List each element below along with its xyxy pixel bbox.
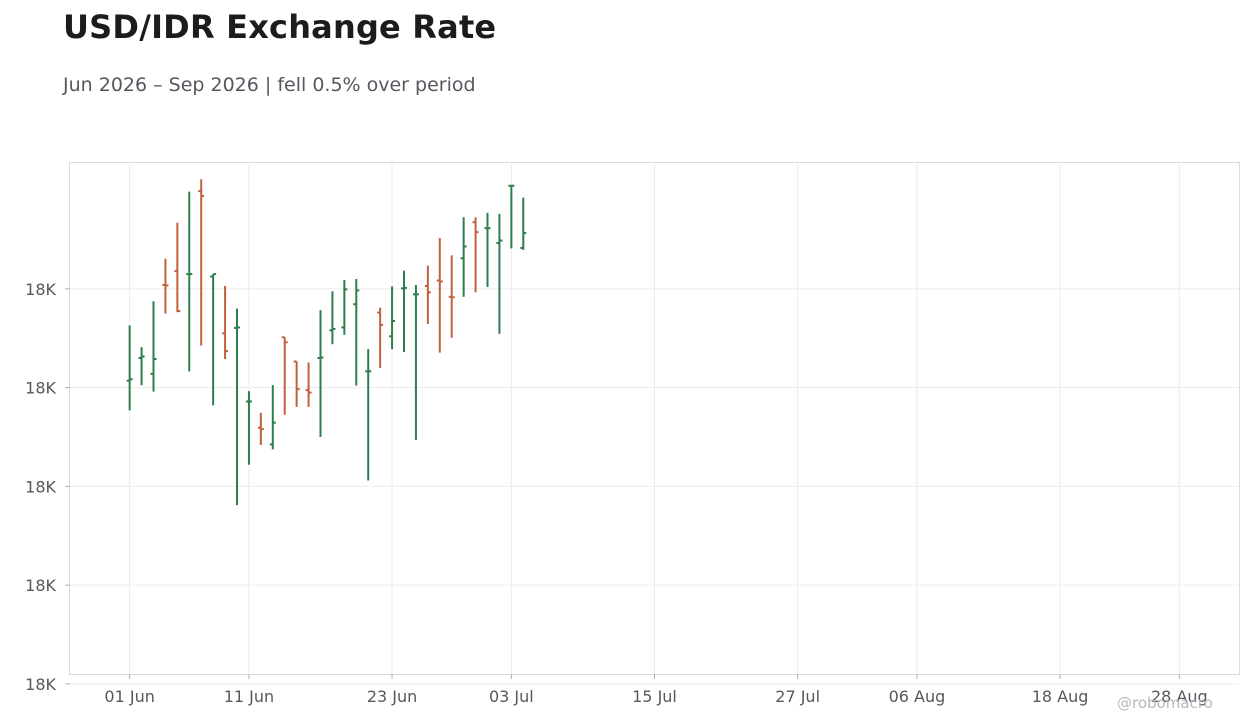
chart-subtitle: Jun 2026 – Sep 2026 | fell 0.5% over per…	[63, 74, 476, 96]
ohlc-bar	[496, 213, 503, 334]
ohlc-bars	[126, 179, 527, 506]
ohlc-bar	[448, 255, 455, 338]
y-tick-label: 18K	[25, 379, 56, 398]
ohlc-bar	[126, 325, 133, 411]
x-tick-label: 18 Aug	[1032, 687, 1089, 706]
x-tick-label: 11 Jun	[224, 687, 274, 706]
y-tick-label: 18K	[25, 280, 56, 299]
ohlc-bar	[472, 217, 479, 293]
y-tick-label: 18K	[25, 576, 56, 595]
ohlc-bar	[401, 270, 407, 353]
ohlc-bar	[341, 280, 348, 335]
ohlc-bar	[222, 285, 229, 360]
ohlc-bar	[377, 307, 384, 368]
ohlc-bar	[174, 222, 181, 313]
ohlc-bar	[436, 238, 443, 353]
ohlc-bar	[353, 279, 360, 386]
y-tick-label: 18K	[25, 675, 56, 694]
x-tick-label: 28 Aug	[1151, 687, 1208, 706]
ohlc-bar	[412, 284, 419, 440]
ohlc-bar	[389, 286, 396, 350]
chart-title: USD/IDR Exchange Rate	[63, 8, 497, 46]
ohlc-bar	[365, 349, 372, 481]
watermark: @robomacro	[1117, 694, 1213, 712]
ohlc-bar	[150, 301, 157, 392]
ohlc-bar	[329, 291, 336, 345]
ohlc-bar	[460, 217, 467, 297]
x-tick-label: 23 Jun	[367, 687, 417, 706]
ohlc-bar	[317, 310, 324, 438]
ohlc-bar	[484, 212, 491, 287]
x-tick-label: 03 Jul	[489, 687, 534, 706]
grid-lines	[70, 163, 1239, 685]
ohlc-bar	[138, 347, 145, 386]
ohlc-bar	[508, 184, 515, 249]
ohlc-bar	[162, 258, 169, 314]
ohlc-bar	[198, 179, 205, 346]
x-tick-label: 15 Jul	[632, 687, 677, 706]
x-tick-label: 06 Aug	[889, 687, 946, 706]
x-axis: 01 Jun 11 Jun 23 Jun 03 Jul 15 Jul 27 Jul 06 A…	[104, 674, 1208, 706]
ohlc-bar	[281, 336, 288, 415]
ohlc-bar	[186, 191, 193, 372]
ohlc-bar	[234, 308, 240, 506]
ohlc-bar	[520, 197, 527, 250]
ohlc-bar	[269, 385, 276, 450]
ohlc-bar	[293, 360, 300, 407]
ohlc-bar	[210, 273, 217, 406]
ohlc-bar	[424, 265, 431, 324]
ohlc-bar	[257, 412, 264, 445]
x-tick-label: 27 Jul	[775, 687, 820, 706]
y-axis: 18K 18K 18K 18K 18K	[25, 280, 70, 694]
ohlc-bar	[305, 362, 312, 407]
ohlc-bar	[245, 391, 252, 465]
x-tick-label: 01 Jun	[104, 687, 154, 706]
y-tick-label: 18K	[25, 477, 56, 496]
